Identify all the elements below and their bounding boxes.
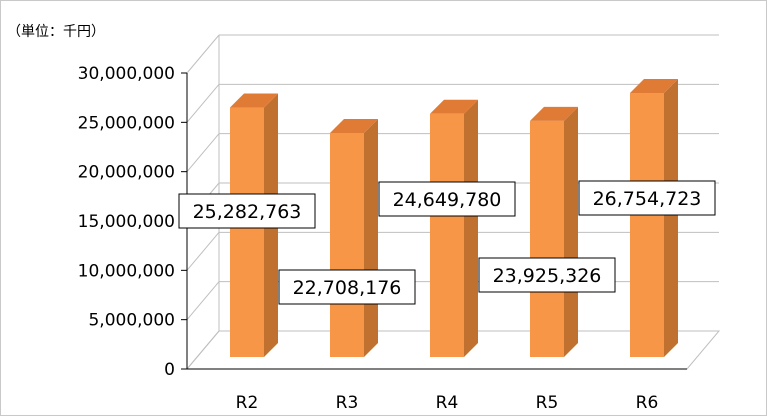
- gridline-side: [186, 281, 220, 320]
- bar: [330, 132, 364, 357]
- x-tick-label: R5: [536, 393, 559, 413]
- bar-top: [430, 99, 478, 114]
- bar-side: [564, 106, 578, 357]
- data-label-text: 22,708,176: [293, 277, 402, 299]
- data-label-text: 26,754,723: [593, 188, 702, 210]
- bar-side: [364, 118, 378, 357]
- bar: [230, 107, 264, 358]
- bar: [530, 120, 564, 357]
- bar-top: [530, 106, 578, 121]
- y-tick-label: 30,000,000: [78, 64, 175, 84]
- gridline-side: [186, 133, 220, 172]
- axes: 0 5,000,000 10,000,000 15,000,000 20,000,000…: [78, 64, 687, 413]
- y-tick-label: 25,000,000: [78, 113, 175, 133]
- gridline-side: [186, 84, 220, 123]
- bar-top: [630, 79, 678, 94]
- data-label-text: 24,649,780: [393, 189, 502, 211]
- data-label-text: 25,282,763: [193, 201, 302, 223]
- bar: [430, 113, 464, 357]
- y-tick-label: 10,000,000: [78, 261, 175, 281]
- bar: [630, 93, 664, 357]
- x-tick-label: R2: [236, 393, 259, 413]
- data-label: 25,282,763: [178, 193, 316, 229]
- data-labels: 25,282,763 22,708,176 24,649,780 23,925,326…: [178, 180, 716, 305]
- gridline-side: [186, 232, 220, 271]
- data-label: 22,708,176: [278, 269, 416, 305]
- y-tick-label: 20,000,000: [78, 163, 175, 183]
- bar-side: [664, 79, 678, 357]
- x-tick-label: R3: [336, 393, 359, 413]
- x-tick-label: R4: [436, 393, 459, 413]
- bar-top: [330, 118, 378, 133]
- bars: [230, 79, 678, 358]
- x-tick-label: R6: [636, 393, 659, 413]
- y-tick-label: 0: [164, 360, 175, 380]
- gridline-side: [186, 34, 220, 74]
- data-label: 24,649,780: [378, 181, 516, 217]
- unit-label: （単位：千円）: [7, 24, 105, 40]
- y-tick-label: 5,000,000: [88, 311, 175, 331]
- data-label: 26,754,723: [578, 180, 716, 216]
- y-tick-label: 15,000,000: [78, 212, 175, 232]
- bar-top: [230, 93, 278, 108]
- bar-side: [464, 99, 478, 358]
- data-label: 23,925,326: [478, 257, 616, 293]
- data-label-text: 23,925,326: [493, 265, 602, 287]
